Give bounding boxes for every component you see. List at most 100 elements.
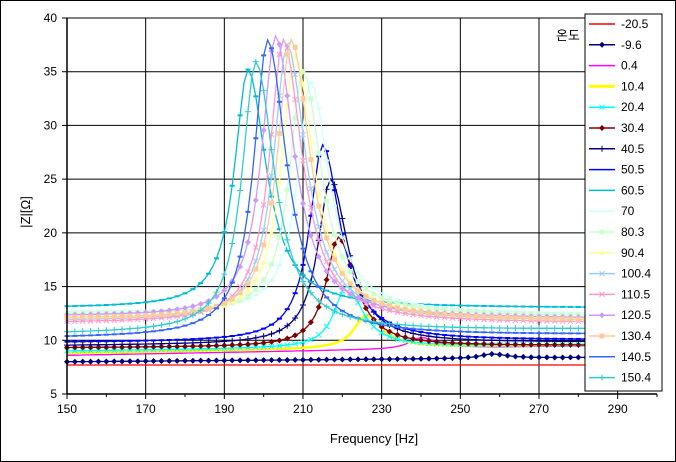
data-point — [308, 96, 314, 102]
legend-label: 60.5 — [621, 183, 645, 197]
data-point — [268, 357, 275, 364]
plot-area — [67, 18, 657, 394]
data-point — [111, 326, 118, 333]
data-point — [300, 131, 306, 138]
data-point — [174, 318, 181, 325]
data-point — [575, 341, 582, 348]
data-point — [276, 234, 282, 240]
data-point — [268, 173, 275, 179]
data-point — [158, 312, 164, 318]
data-point — [276, 199, 283, 206]
data-point — [300, 157, 306, 164]
data-point — [394, 321, 401, 328]
data-point — [323, 276, 330, 283]
legend-marker — [599, 333, 605, 339]
data-point — [418, 332, 424, 339]
data-point — [126, 341, 133, 348]
data-point — [559, 354, 566, 361]
data-point — [244, 336, 251, 343]
data-point — [434, 311, 440, 317]
data-point — [331, 273, 338, 280]
data-point — [316, 150, 322, 156]
y-tick-label: 15 — [44, 280, 58, 294]
data-point — [323, 258, 330, 265]
data-point — [315, 223, 322, 230]
data-point — [425, 338, 432, 345]
data-point — [544, 316, 550, 322]
data-point — [237, 357, 244, 364]
data-point — [300, 200, 306, 207]
data-point — [410, 308, 416, 314]
data-point — [245, 269, 251, 275]
data-point — [166, 343, 173, 350]
data-point — [182, 304, 188, 311]
data-point — [284, 342, 291, 348]
data-point — [300, 301, 306, 308]
data-point — [347, 268, 353, 274]
data-point — [418, 309, 424, 315]
legend-item: 90.4 — [589, 246, 645, 260]
data-point — [150, 340, 157, 347]
data-point — [260, 339, 267, 346]
data-point — [536, 341, 542, 348]
data-point — [457, 324, 464, 331]
legend-label: 110.5 — [621, 287, 650, 301]
data-point — [292, 71, 298, 78]
data-point — [119, 326, 126, 333]
data-point — [237, 297, 243, 303]
data-point — [268, 330, 275, 337]
data-point — [260, 227, 267, 233]
series-40.5 — [64, 177, 598, 349]
data-point — [237, 344, 243, 351]
data-point — [536, 325, 542, 332]
legend-item: 80.3 — [589, 225, 645, 239]
data-point — [496, 351, 503, 358]
data-point — [379, 300, 385, 306]
data-point — [252, 344, 259, 351]
x-tick-label: 230 — [372, 402, 392, 416]
data-point — [505, 315, 511, 321]
data-point — [87, 341, 94, 348]
data-point — [182, 315, 188, 322]
data-point — [394, 300, 400, 306]
data-point — [339, 215, 346, 222]
data-point — [567, 354, 574, 361]
data-point — [497, 314, 503, 320]
data-point — [410, 335, 417, 342]
data-point — [331, 256, 337, 262]
data-point — [378, 319, 385, 326]
data-point — [95, 314, 101, 320]
data-point — [197, 339, 204, 346]
data-point — [480, 341, 487, 348]
data-point — [284, 187, 290, 193]
data-point — [307, 139, 314, 145]
data-point — [520, 353, 527, 360]
data-point — [473, 353, 480, 360]
data-point — [489, 314, 495, 320]
data-point — [189, 312, 196, 319]
data-point — [323, 323, 330, 330]
data-point — [221, 338, 228, 345]
data-point — [323, 249, 330, 256]
data-point — [402, 302, 408, 308]
data-point — [488, 341, 495, 348]
data-point — [252, 58, 259, 65]
data-point — [213, 342, 220, 349]
data-point — [237, 263, 244, 270]
data-point — [284, 236, 291, 243]
data-point — [269, 200, 275, 206]
data-point — [559, 325, 566, 332]
data-point — [182, 343, 188, 350]
data-point — [315, 356, 322, 363]
data-point — [244, 341, 251, 348]
data-point — [339, 356, 346, 363]
legend-marker — [599, 312, 605, 319]
data-point — [260, 202, 267, 208]
data-point — [166, 357, 173, 364]
legend-marker — [599, 291, 605, 298]
data-point — [339, 271, 345, 277]
data-point — [536, 315, 542, 321]
data-point — [276, 41, 283, 48]
data-point — [543, 354, 550, 361]
data-point — [315, 253, 322, 260]
